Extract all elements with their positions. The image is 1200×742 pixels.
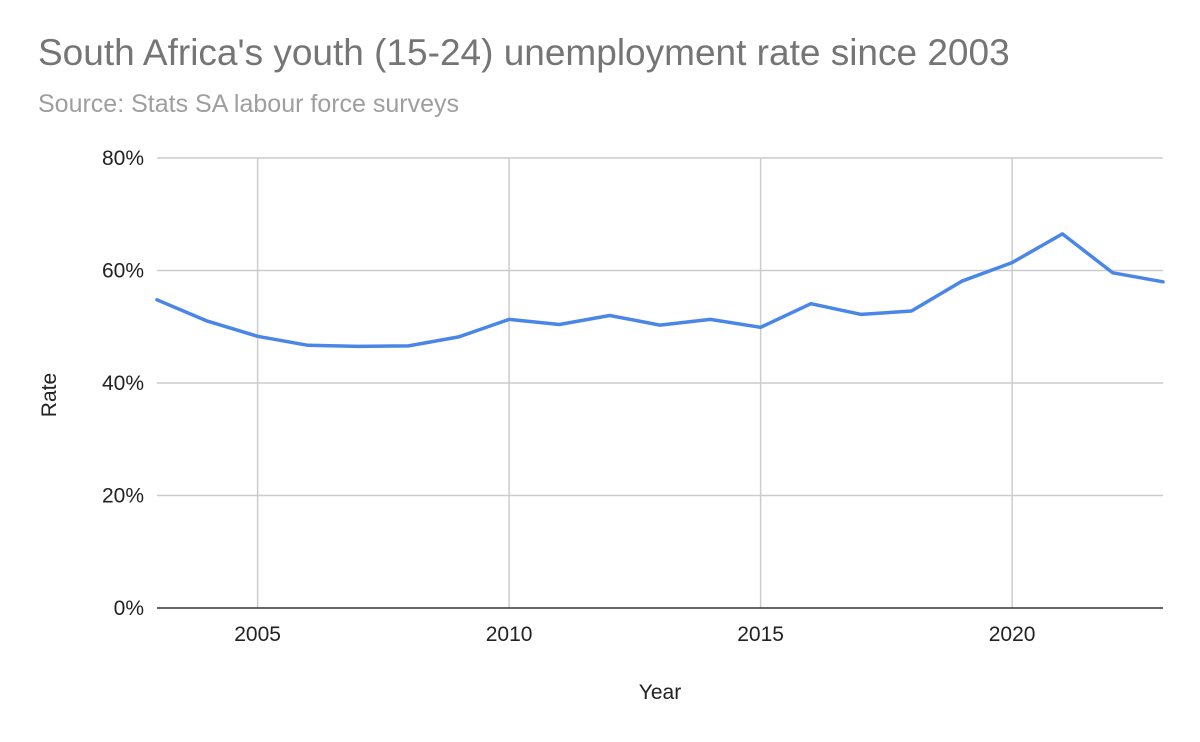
grid-layer [157,157,1163,608]
series-line [155,232,1165,349]
tick-layer: 0% 20% 40% 60% 80% 2005 2010 2015 2020 [102,147,1035,646]
chart-title: South Africa's youth (15-24) unemploymen… [38,32,1010,73]
x-tick-label: 2015 [737,623,784,646]
y-axis-label: Rate [38,373,61,417]
y-tick-label: 60% [102,260,144,283]
y-tick-label: 0% [114,597,144,620]
x-tick-label: 2010 [486,623,533,646]
chart-subtitle: Source: Stats SA labour force surveys [38,90,460,118]
x-axis-label: Year [639,681,681,704]
y-tick-label: 20% [102,485,144,508]
x-tick-label: 2020 [989,623,1036,646]
series-layer [155,232,1165,349]
y-tick-label: 40% [102,372,144,395]
x-tick-label: 2005 [234,623,281,646]
y-tick-label: 80% [102,147,144,170]
